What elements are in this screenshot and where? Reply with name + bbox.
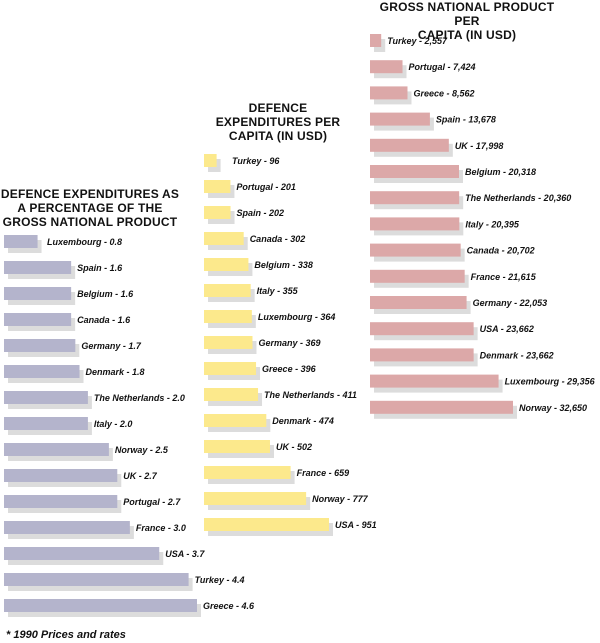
bar-canada [370, 243, 461, 257]
chart-title-defence-per-capita: DEFENCE EXPENDITURES PER CAPITA (IN USD) [215, 101, 341, 143]
bar-label-usa: USA - 23,662 [480, 324, 534, 334]
bar-canada [4, 313, 72, 326]
bar-label-italy: Italy - 2.0 [94, 419, 133, 429]
bar-luxembourg [4, 235, 38, 248]
bar-france [4, 521, 130, 534]
bar-label-germany: Germany - 369 [259, 338, 321, 348]
bar-label-uk: UK - 17,998 [455, 141, 504, 151]
bar-portugal [370, 60, 403, 74]
bar-label-the-netherlands: The Netherlands - 2.0 [94, 393, 185, 403]
bar-label-italy: Italy - 355 [257, 286, 299, 296]
bar-label-greece: Greece - 396 [262, 364, 317, 374]
bar-label-france: France - 3.0 [136, 523, 186, 533]
bar-france [204, 466, 291, 479]
bar-denmark [204, 414, 267, 427]
bar-label-luxembourg: Luxembourg - 0.8 [47, 237, 122, 247]
bar-label-portugal: Portugal - 2.7 [123, 497, 181, 507]
bar-usa [204, 518, 329, 531]
bar-label-denmark: Denmark - 1.8 [86, 367, 145, 377]
bar-denmark [4, 365, 80, 378]
bar-portugal [4, 495, 118, 508]
bar-italy [204, 284, 251, 297]
bar-chart-defence-per-capita: Turkey - 96 Portugal - 201 Spain - 202 Cana… [204, 154, 377, 536]
bar-norway [4, 443, 109, 456]
bar-label-portugal: Portugal - 7,424 [409, 62, 476, 72]
bar-chart-pct-gnp: Luxembourg - 0.8 Spain - 1.6 Belgium - 1.6… [4, 235, 255, 617]
bar-the-netherlands [370, 191, 460, 205]
bar-uk [370, 138, 449, 152]
bar-label-luxembourg: Luxembourg - 364 [258, 312, 336, 322]
bar-the-netherlands [4, 391, 88, 404]
bar-spain [370, 112, 430, 126]
bar-norway [370, 400, 513, 414]
bar-belgium [4, 287, 72, 300]
bar-label-spain: Spain - 1.6 [77, 263, 123, 273]
bar-label-belgium: Belgium - 338 [254, 260, 313, 270]
bar-chart-gnp-per-capita: Turkey - 2,557 Portugal - 7,424 Greece - 8… [370, 34, 596, 419]
bar-label-usa: USA - 3.7 [165, 549, 205, 559]
bar-label-turkey: Turkey - 4.4 [195, 575, 245, 585]
bar-turkey [204, 154, 217, 167]
bar-label-norway: Norway - 777 [312, 494, 369, 504]
bar-portugal [204, 180, 231, 193]
bar-canada [204, 232, 244, 245]
bar-germany [204, 336, 253, 349]
bar-label-canada: Canada - 302 [250, 234, 306, 244]
bar-italy [370, 217, 460, 231]
bar-label-germany: Germany - 22,053 [473, 298, 548, 308]
bar-label-canada: Canada - 20,702 [467, 246, 535, 256]
footnote: * 1990 Prices and rates [6, 629, 126, 641]
bar-belgium [204, 258, 249, 271]
chart-title-defence-pct-gnp: DEFENCE EXPENDITURES AS A PERCENTAGE OF … [0, 187, 180, 229]
bar-norway [204, 492, 307, 505]
bar-label-italy: Italy - 20,395 [465, 219, 520, 229]
bar-usa [370, 322, 474, 336]
chart-title-gnp-per-capita: GROSS NATIONAL PRODUCT PER CAPITA (IN US… [379, 0, 555, 42]
bar-label-usa: USA - 951 [335, 520, 377, 530]
bar-the-netherlands [204, 388, 259, 401]
bar-label-denmark: Denmark - 23,662 [480, 350, 554, 360]
bar-label-france: France - 659 [297, 468, 350, 478]
bar-label-norway: Norway - 32,650 [519, 403, 587, 413]
bar-label-turkey: Turkey - 96 [232, 156, 280, 166]
bar-label-canada: Canada - 1.6 [77, 315, 131, 325]
bar-denmark [370, 348, 474, 362]
bar-label-denmark: Denmark - 474 [272, 416, 334, 426]
bar-spain [204, 206, 231, 219]
bar-label-belgium: Belgium - 20,318 [465, 167, 536, 177]
bar-label-greece: Greece - 4.6 [203, 601, 255, 611]
bar-uk [4, 469, 118, 482]
bar-label-luxembourg: Luxembourg - 29,356 [505, 377, 596, 387]
bar-italy [4, 417, 88, 430]
bar-label-the-netherlands: The Netherlands - 20,360 [465, 193, 571, 203]
bar-usa [4, 547, 160, 560]
bar-greece [370, 86, 408, 100]
bar-germany [4, 339, 76, 352]
bar-label-uk: UK - 2.7 [123, 471, 158, 481]
bar-greece [204, 362, 257, 375]
bar-luxembourg [370, 374, 499, 388]
bar-turkey [4, 573, 189, 586]
bar-spain [4, 261, 72, 274]
bar-label-norway: Norway - 2.5 [115, 445, 169, 455]
bar-turkey [370, 34, 382, 47]
bar-label-germany: Germany - 1.7 [81, 341, 142, 351]
bar-uk [204, 440, 270, 453]
bar-label-belgium: Belgium - 1.6 [77, 289, 134, 299]
bar-label-spain: Spain - 13,678 [436, 115, 496, 125]
bar-france [370, 269, 465, 283]
bar-label-greece: Greece - 8,562 [413, 88, 474, 98]
bar-belgium [370, 165, 459, 178]
bar-label-turkey: Turkey - 2,557 [387, 36, 448, 46]
bar-greece [4, 599, 197, 612]
bar-luxembourg [204, 310, 252, 323]
bar-label-france: France - 21,615 [471, 272, 537, 282]
bar-label-portugal: Portugal - 201 [236, 182, 296, 192]
bar-label-the-netherlands: The Netherlands - 411 [264, 390, 357, 400]
bar-label-spain: Spain - 202 [237, 208, 285, 218]
bar-label-uk: UK - 502 [276, 442, 312, 452]
bar-germany [370, 296, 467, 309]
